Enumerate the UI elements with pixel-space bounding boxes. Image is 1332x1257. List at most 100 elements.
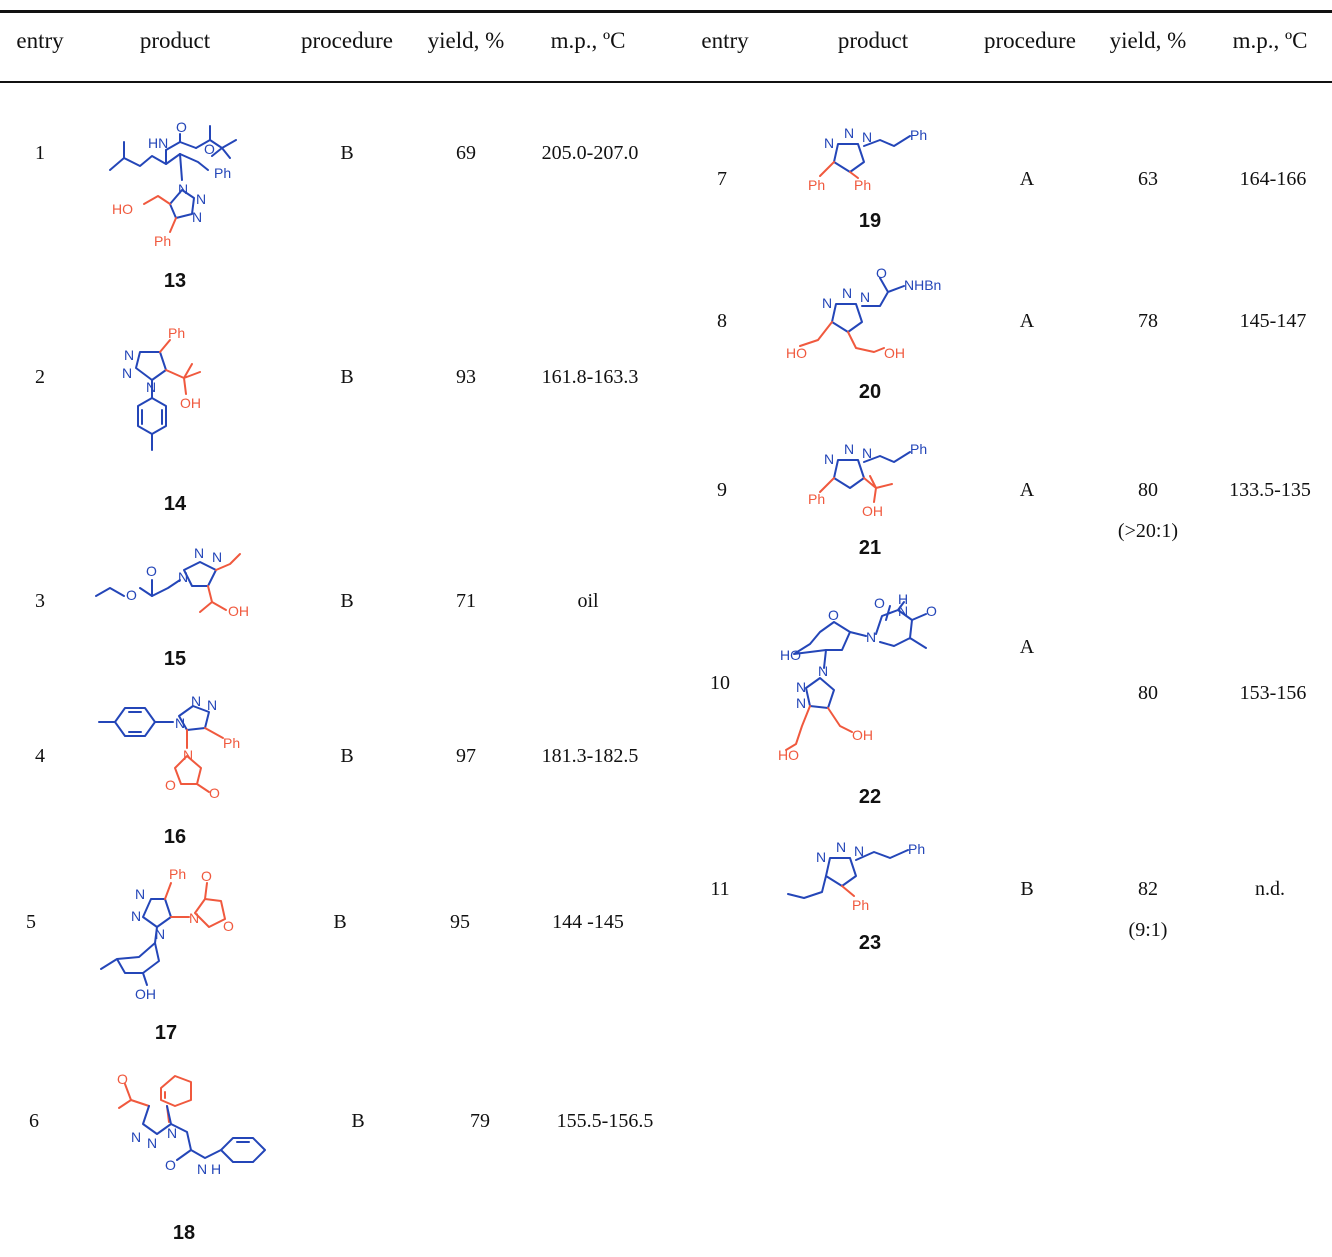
yield-cell: 63 [1138, 168, 1158, 190]
oxygen-label: O [146, 563, 157, 579]
ho-label: HO [786, 345, 807, 361]
nitrogen-label: N [194, 545, 204, 561]
yield-cell: 82 [1138, 878, 1158, 900]
nitrogen-label: N [124, 347, 134, 363]
melting-point-cell: 161.8-163.3 [541, 366, 639, 388]
oxygen-label: O [117, 1071, 128, 1087]
melting-point-cell: n.d. [1255, 878, 1285, 900]
oxygen-label: O [201, 868, 212, 884]
nhbn-label: NHBn [904, 277, 941, 293]
compound-number: 19 [858, 210, 882, 232]
ph-label: Ph [808, 177, 825, 193]
oxygen-label: O [165, 777, 176, 793]
oxygen-label: O [874, 595, 885, 611]
nitrogen-label: N [898, 603, 908, 619]
nitrogen-label: N [212, 549, 222, 565]
ph-label: Ph [910, 127, 927, 143]
ph-label: Ph [854, 177, 871, 193]
oxygen-label: O [165, 1157, 176, 1173]
melting-point-cell: 133.5-135 [1229, 479, 1311, 501]
compound-number: 16 [163, 826, 187, 848]
melting-point-cell: 144 -145 [552, 911, 624, 933]
nitrogen-label: N [822, 295, 832, 311]
melting-point-cell: 205.0-207.0 [541, 142, 639, 164]
procedure-cell: A [1019, 168, 1035, 190]
structure-compound-18: O N N N O N H [117, 1071, 266, 1177]
oh-label: OH [884, 345, 905, 361]
ph-label: Ph [168, 325, 185, 341]
nitrogen-label: N [167, 1125, 177, 1141]
header-entry-left: entry [16, 28, 64, 53]
structure-compound-20: O NHBn N N N HO OH [786, 265, 941, 361]
oxygen-label: O [126, 587, 137, 603]
nitrogen-label: N [178, 181, 188, 197]
nitrogen-label: N [147, 1135, 157, 1151]
yield-cell: 79 [470, 1110, 490, 1132]
melting-point-cell: 153-156 [1239, 682, 1307, 704]
structure-compound-21: N N N Ph Ph OH [808, 441, 927, 519]
procedure-cell: B [351, 1110, 365, 1132]
nitrogen-label: N [192, 209, 202, 225]
procedure-cell: A [1019, 479, 1035, 501]
nitrogen-label: N [824, 451, 834, 467]
header-procedure-right: procedure [984, 28, 1076, 53]
structure-compound-13: HN O O Ph N N N HO Ph [109, 119, 237, 249]
melting-point-cell: oil [577, 590, 599, 612]
compound-number: 20 [858, 381, 882, 403]
compound-number: 17 [154, 1022, 178, 1044]
procedure-cell: A [1019, 310, 1035, 332]
structure-compound-23: N N N Ph Ph [787, 839, 925, 913]
procedure-cell: B [340, 142, 354, 164]
oxygen-label: O [204, 141, 215, 157]
procedure-cell: B [333, 911, 347, 933]
procedure-cell: A [1019, 636, 1035, 658]
ph-label: Ph [154, 233, 171, 249]
oxygen-label: O [876, 265, 887, 281]
entry-number: 6 [29, 1110, 39, 1132]
entry-number: 7 [717, 168, 727, 190]
procedure-cell: B [1020, 878, 1034, 900]
nitrogen-label: N [178, 569, 188, 585]
entry-number: 5 [26, 911, 36, 933]
regioisomer-ratio: (9:1) [1128, 919, 1168, 941]
compound-number: 18 [172, 1222, 196, 1244]
yield-cell: 71 [456, 590, 476, 612]
nitrogen-label: N [866, 629, 876, 645]
ph-label: Ph [169, 866, 186, 882]
yield-cell: 80 [1138, 682, 1158, 704]
ph-label: Ph [223, 735, 240, 751]
entry-number: 8 [717, 310, 727, 332]
header-entry-right: entry [701, 28, 749, 53]
header-product-left: product [139, 28, 211, 53]
header-procedure-left: procedure [301, 28, 393, 53]
compound-number: 22 [858, 786, 882, 808]
nitrogen-label: N [155, 926, 165, 942]
melting-point-cell: 164-166 [1239, 168, 1307, 190]
nitrogen-label: N [844, 441, 854, 457]
header-yield-right: yield, % [1109, 28, 1187, 53]
oh-label: OH [180, 395, 201, 411]
nitrogen-label: N [842, 285, 852, 301]
ph-label: Ph [808, 491, 825, 507]
procedure-cell: B [340, 590, 354, 612]
oxygen-label: O [926, 603, 937, 619]
yield-cell: 95 [450, 911, 470, 933]
entry-number: 2 [35, 366, 45, 388]
header-product-right: product [837, 28, 909, 53]
nitrogen-label: N [862, 445, 872, 461]
nitrogen-label: N [131, 1129, 141, 1145]
nitrogen-label: N [816, 849, 826, 865]
nitrogen-label: N [131, 908, 141, 924]
compound-number: 13 [163, 270, 187, 292]
ho-label: HO [780, 647, 801, 663]
regioisomer-ratio: (>20:1) [1117, 520, 1179, 542]
nitrogen-label: N [818, 663, 828, 679]
nitrogen-label: N [122, 365, 132, 381]
nitrogen-label: N [191, 693, 201, 709]
yield-cell: 78 [1138, 310, 1158, 332]
oxygen-label: O [223, 918, 234, 934]
header-yield-left: yield, % [427, 28, 505, 53]
compound-number: 15 [163, 648, 187, 670]
nitrogen-label: N [836, 839, 846, 855]
nitrogen-label: N [796, 695, 806, 711]
